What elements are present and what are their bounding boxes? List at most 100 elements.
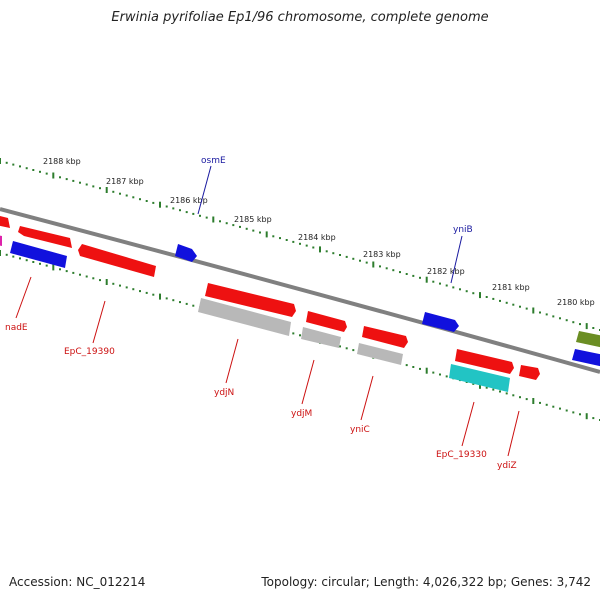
ruler-dot <box>172 207 175 210</box>
ruler-dot <box>292 332 295 335</box>
leader-line-ydjM <box>301 359 315 405</box>
ruler-dot <box>125 194 128 197</box>
gene-blue-yniB[interactable] <box>422 312 459 332</box>
ruler-major-tick <box>265 231 268 238</box>
ruler-dot <box>39 262 41 265</box>
ruler-dot <box>572 411 575 414</box>
gene-grey[interactable] <box>357 343 403 365</box>
ruler-dot <box>172 299 175 302</box>
ruler-dot <box>405 364 408 367</box>
ruler-dot <box>25 259 28 262</box>
ruler-dot <box>485 386 488 389</box>
ruler-dot <box>572 321 575 324</box>
leader-lines <box>15 165 520 457</box>
gene-grey[interactable] <box>301 327 341 348</box>
ruler-dot <box>65 270 68 273</box>
ruler-dot <box>185 302 188 305</box>
ruler-dot <box>232 224 235 227</box>
ruler-dot <box>512 394 515 397</box>
ruler-dot <box>345 255 348 258</box>
ruler-dot <box>79 273 81 276</box>
ruler-dot <box>492 388 495 391</box>
gene-red[interactable] <box>455 349 514 374</box>
gene-blue-osmE[interactable] <box>175 244 197 262</box>
ruler-label: 2182 kbp <box>427 267 465 276</box>
gene-label-osmE: osmE <box>201 156 226 166</box>
ruler-dot <box>472 292 475 295</box>
ruler-dot <box>225 222 228 225</box>
ruler-dot <box>545 403 548 406</box>
ruler-dot <box>125 286 128 289</box>
ruler-dot <box>592 417 595 420</box>
ruler-dot <box>45 264 48 267</box>
ruler-dot <box>445 375 448 378</box>
ruler-dot <box>179 301 181 304</box>
gene-magenta[interactable] <box>0 235 2 246</box>
ruler-dot <box>465 290 468 293</box>
gene-olive[interactable] <box>576 331 600 348</box>
gene-blue[interactable] <box>10 241 67 268</box>
ruler-dot <box>565 409 568 412</box>
ruler-dot <box>139 198 141 201</box>
ruler-major-tick <box>372 261 375 268</box>
ruler-dot <box>339 254 341 256</box>
ruler-dot <box>579 413 581 416</box>
ruler-dot <box>259 231 261 234</box>
leader-line-yniB <box>450 235 463 284</box>
ruler-dot <box>92 185 95 188</box>
ruler-dot <box>299 242 301 245</box>
ruler-dot <box>132 288 135 291</box>
leader-line-yniC <box>360 375 374 421</box>
ruler-dot <box>552 405 555 408</box>
gene-cyan[interactable] <box>449 364 510 392</box>
ruler-dot <box>165 205 168 208</box>
ruler-label: 2183 kbp <box>363 250 401 259</box>
ruler-major-tick <box>425 367 428 374</box>
ruler-dot <box>432 280 435 283</box>
ruler-dot <box>12 255 15 258</box>
ruler-dot <box>485 296 488 298</box>
gene-blue[interactable] <box>572 349 600 367</box>
ruler-dot <box>592 327 595 329</box>
ruler-dot <box>152 293 155 296</box>
ruler-dot <box>285 239 288 241</box>
gene-red[interactable] <box>18 226 72 248</box>
ruler-major-tick <box>159 293 161 300</box>
ruler-dot <box>325 250 328 253</box>
gene-label-EpC_19330: EpC_19330 <box>436 450 487 460</box>
gene-grey[interactable] <box>198 298 291 336</box>
ruler-dot <box>119 192 121 195</box>
gene-red[interactable] <box>78 244 156 277</box>
ruler-dot <box>505 392 508 395</box>
map-title: Erwinia pyrifoliae Ep1/96 chromosome, co… <box>111 10 489 25</box>
genes-forward <box>0 215 600 392</box>
ruler-dot <box>385 267 388 270</box>
ruler-major-tick <box>479 382 481 389</box>
ruler-major-tick <box>52 172 55 179</box>
ruler-dot <box>79 181 81 184</box>
gene-red[interactable] <box>306 311 347 332</box>
ruler-dot <box>72 271 75 274</box>
ruler-major-tick <box>319 246 321 253</box>
ruler-label: 2187 kbp <box>106 177 144 186</box>
ruler-major-tick <box>0 158 1 164</box>
ruler-dot <box>552 315 555 318</box>
ruler-dot <box>419 367 421 370</box>
ruler-dot <box>205 216 208 219</box>
ruler-dot <box>559 407 561 410</box>
ruler-dot <box>132 196 135 199</box>
gene-red[interactable] <box>0 215 10 228</box>
leader-line-ydjN <box>225 338 239 384</box>
ruler-dot <box>292 240 295 243</box>
ruler-dot <box>85 183 88 186</box>
ruler-dot <box>459 288 461 291</box>
ruler-dot <box>392 269 395 272</box>
gene-red[interactable] <box>362 326 408 348</box>
gene-red[interactable] <box>205 283 296 317</box>
ruler-dot <box>499 390 501 393</box>
gene-red-ydiZ[interactable] <box>519 365 540 380</box>
ruler-dot <box>432 371 435 374</box>
ruler-dot <box>412 366 415 368</box>
ruler-dot <box>279 237 281 240</box>
